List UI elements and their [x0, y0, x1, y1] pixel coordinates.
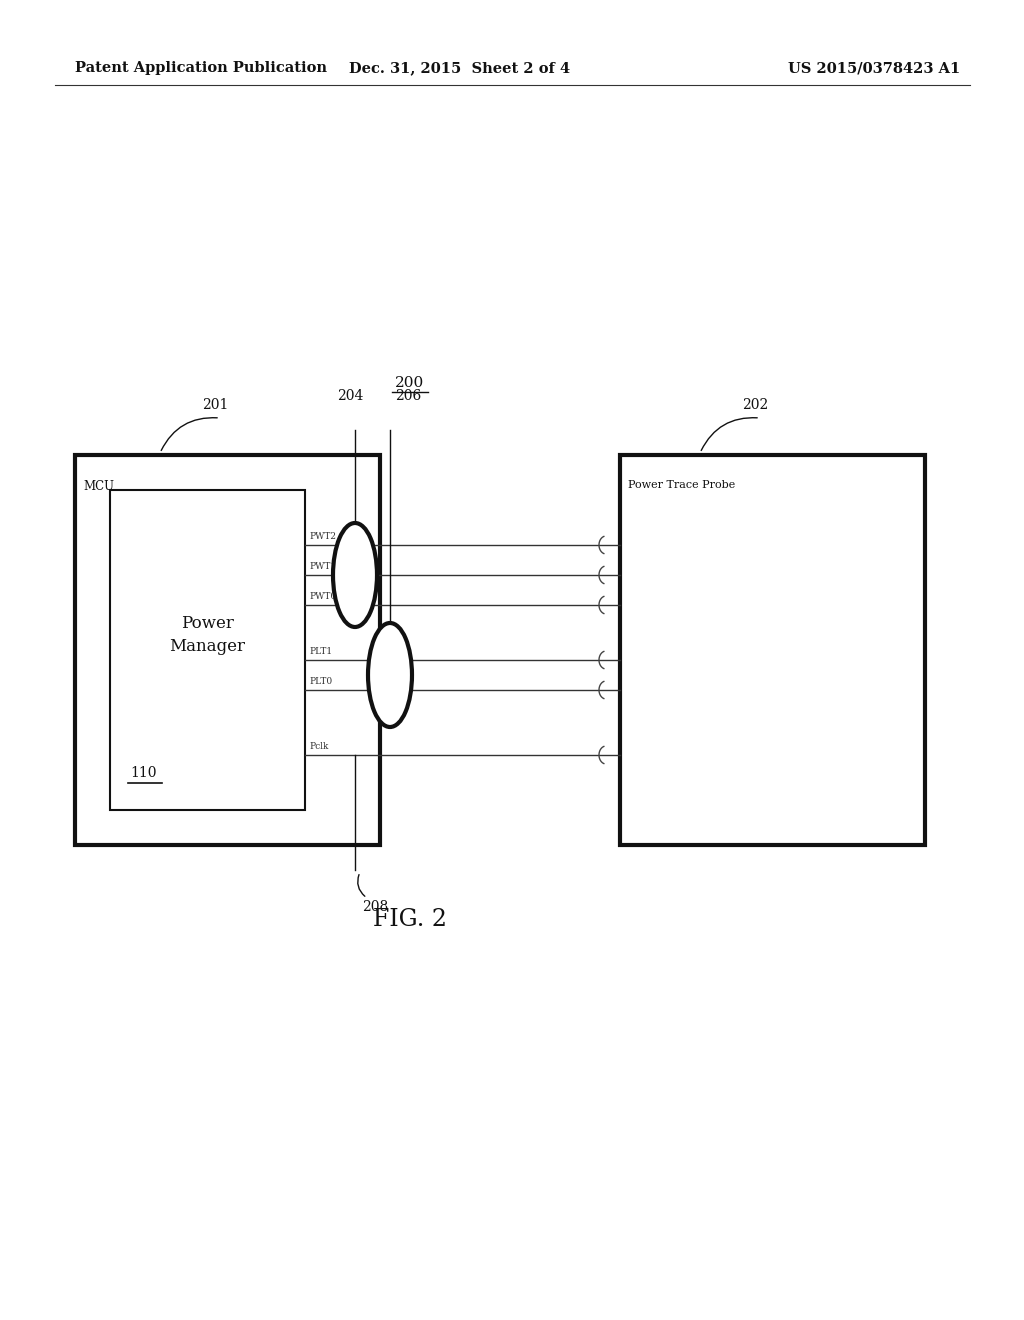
- Bar: [110, 490, 305, 810]
- Text: 204: 204: [337, 389, 364, 403]
- Text: PWT1: PWT1: [309, 562, 336, 572]
- Text: Pclk: Pclk: [309, 742, 329, 751]
- Text: PWT2: PWT2: [309, 532, 336, 541]
- Text: PLT0: PLT0: [309, 677, 332, 686]
- Bar: [75, 455, 380, 845]
- Text: Power
Manager: Power Manager: [170, 615, 246, 655]
- Bar: [620, 455, 925, 845]
- Text: 201: 201: [202, 399, 228, 412]
- Text: 200: 200: [395, 376, 425, 389]
- Text: Patent Application Publication: Patent Application Publication: [75, 61, 327, 75]
- Text: Dec. 31, 2015  Sheet 2 of 4: Dec. 31, 2015 Sheet 2 of 4: [349, 61, 570, 75]
- Text: PLT1: PLT1: [309, 647, 332, 656]
- Text: FIG. 2: FIG. 2: [373, 908, 447, 932]
- Text: 110: 110: [130, 766, 157, 780]
- Text: 206: 206: [395, 389, 421, 403]
- Text: 202: 202: [741, 399, 768, 412]
- Text: US 2015/0378423 A1: US 2015/0378423 A1: [787, 61, 961, 75]
- Ellipse shape: [333, 523, 377, 627]
- Ellipse shape: [368, 623, 412, 727]
- Text: 208: 208: [361, 900, 388, 913]
- Text: Power Trace Probe: Power Trace Probe: [628, 480, 735, 490]
- Text: MCU: MCU: [83, 480, 114, 492]
- Text: PWT0: PWT0: [309, 591, 336, 601]
